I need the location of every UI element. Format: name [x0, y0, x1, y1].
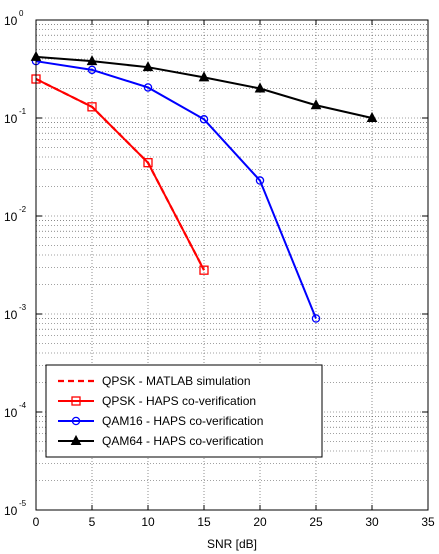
data-point-square [199, 265, 209, 275]
data-point-triangle [366, 111, 378, 122]
y-tick-label: 10-4 [4, 401, 27, 420]
x-tick-label: 10 [141, 515, 155, 529]
y-tick-label-base: 10 [4, 504, 18, 518]
data-point-circle [199, 115, 209, 124]
data-point-circle [311, 314, 321, 323]
legend-item: QAM16 - HAPS co-verification [58, 414, 263, 428]
data-point-triangle [198, 71, 210, 82]
data-point-square [87, 102, 97, 112]
data-point-triangle [254, 82, 266, 93]
y-tick-label-exponent: -3 [19, 303, 27, 312]
plot-frame [35, 19, 429, 511]
legend-item: QAM64 - HAPS co-verification [58, 434, 263, 448]
x-tick-label: 0 [33, 515, 40, 529]
y-tick-label-base: 10 [4, 112, 18, 126]
x-axis-label: SNR [dB] [207, 537, 257, 551]
legend-item: QPSK - HAPS co-verification [58, 394, 256, 408]
legend-label: QAM64 - HAPS co-verification [102, 434, 263, 448]
x-tick-label: 30 [365, 515, 379, 529]
data-point-triangle [310, 99, 322, 110]
x-tick-label: 15 [197, 515, 211, 529]
y-tick-label: 10-5 [4, 499, 27, 518]
y-tick-label-exponent: -5 [19, 499, 27, 508]
y-tick-label-exponent: -2 [19, 205, 27, 214]
legend-label: QPSK - HAPS co-verification [102, 394, 256, 408]
legend-item: QPSK - MATLAB simulation [58, 374, 251, 388]
data-point-triangle [142, 61, 154, 72]
y-tick-label: 10-2 [4, 205, 27, 224]
legend: QPSK - MATLAB simulation QPSK - HAPS co-v… [45, 364, 323, 458]
series-line [35, 60, 317, 319]
legend-label: QAM16 - HAPS co-verification [102, 414, 263, 428]
y-tick-label-exponent: -1 [19, 107, 27, 116]
data-point-triangle [70, 434, 82, 445]
x-tick-label: 25 [309, 515, 323, 529]
y-tick-label-base: 10 [4, 210, 18, 224]
legend-label: QPSK - MATLAB simulation [102, 374, 251, 388]
x-tick-label: 5 [89, 515, 96, 529]
series-qam16-haps-co-verification [31, 56, 321, 323]
y-tick-label: 10-1 [4, 107, 27, 126]
x-tick-label: 20 [253, 515, 267, 529]
x-tick-label: 35 [421, 515, 435, 529]
y-tick-label-base: 10 [4, 406, 18, 420]
series-line [35, 78, 205, 271]
data-point-circle [87, 65, 97, 75]
data-point-circle [71, 416, 81, 426]
y-tick-label-exponent: -4 [19, 401, 27, 410]
data-point-triangle [86, 55, 98, 66]
data-point-circle [255, 176, 265, 185]
data-point-square [71, 396, 81, 406]
y-tick-label: 10-3 [4, 303, 27, 322]
data-point-square [143, 158, 153, 168]
y-tick-label-exponent: 0 [19, 9, 24, 18]
y-tick-label-base: 10 [4, 14, 18, 28]
y-tick-label: 100 [4, 9, 24, 28]
data-point-circle [143, 83, 153, 92]
series-layer [30, 50, 378, 323]
y-tick-label-base: 10 [4, 308, 18, 322]
